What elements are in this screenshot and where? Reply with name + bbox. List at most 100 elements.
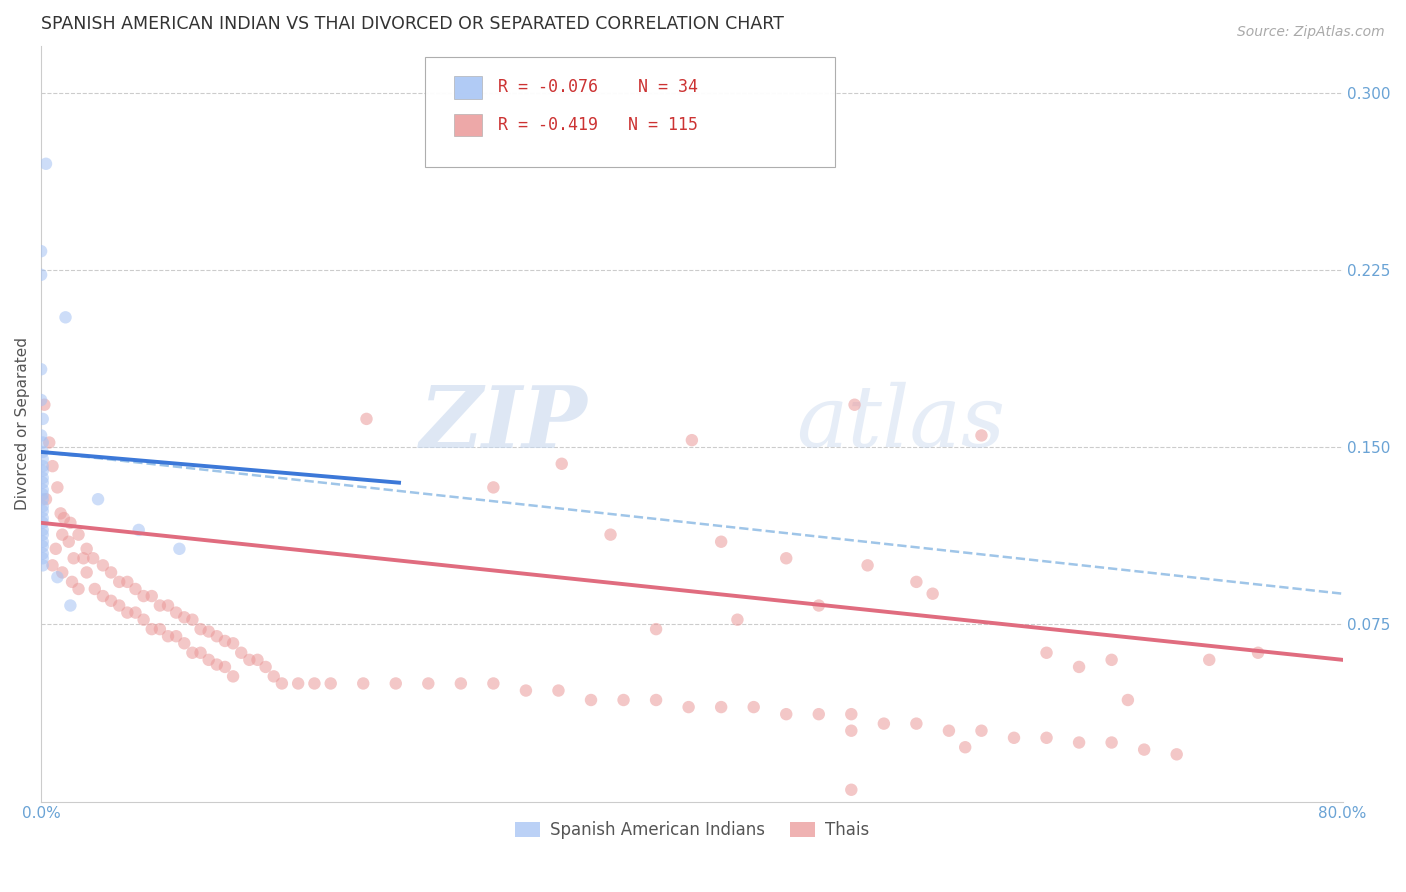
Point — [197, 653, 219, 667]
Point — [149, 599, 172, 613]
Point — [839, 782, 862, 797]
Point — [45, 541, 67, 556]
Point — [35, 157, 58, 171]
Point — [31, 483, 53, 497]
Point — [169, 541, 191, 556]
Point — [51, 527, 73, 541]
Point — [31, 500, 53, 514]
Point — [91, 558, 114, 573]
Point — [418, 676, 440, 690]
Text: SPANISH AMERICAN INDIAN VS THAI DIVORCED OR SEPARATED CORRELATION CHART: SPANISH AMERICAN INDIAN VS THAI DIVORCED… — [41, 15, 785, 33]
Point — [59, 516, 82, 530]
Text: atlas: atlas — [796, 383, 1005, 465]
Point — [41, 459, 63, 474]
Point — [1101, 653, 1123, 667]
Point — [83, 582, 105, 596]
Point — [681, 433, 703, 447]
Point — [1247, 646, 1270, 660]
Point — [31, 435, 53, 450]
Point — [856, 558, 879, 573]
Point — [31, 534, 53, 549]
Point — [304, 676, 326, 690]
Point — [72, 551, 94, 566]
Point — [46, 570, 69, 584]
Point — [197, 624, 219, 639]
Point — [156, 629, 179, 643]
Text: R = -0.419   N = 115: R = -0.419 N = 115 — [498, 116, 697, 134]
Point — [921, 587, 943, 601]
Point — [612, 693, 634, 707]
Point — [710, 534, 733, 549]
Point — [76, 541, 98, 556]
Text: Source: ZipAtlas.com: Source: ZipAtlas.com — [1237, 25, 1385, 39]
Point — [905, 716, 928, 731]
Point — [551, 457, 574, 471]
Point — [173, 636, 195, 650]
Point — [214, 634, 236, 648]
Point — [108, 599, 131, 613]
Point — [352, 676, 374, 690]
Point — [62, 551, 84, 566]
Point — [58, 534, 80, 549]
Point — [51, 566, 73, 580]
Point — [117, 606, 139, 620]
Point — [254, 660, 277, 674]
Point — [1035, 646, 1057, 660]
Bar — [454, 76, 482, 99]
Point — [38, 435, 60, 450]
Point — [31, 540, 53, 554]
Point — [31, 551, 53, 566]
Point — [100, 594, 122, 608]
Point — [67, 582, 90, 596]
Point — [1002, 731, 1025, 745]
Point — [181, 613, 204, 627]
Point — [844, 398, 866, 412]
Point — [31, 516, 53, 530]
Point — [222, 636, 245, 650]
Point — [30, 428, 52, 442]
Point — [1067, 735, 1090, 749]
Point — [970, 723, 993, 738]
Point — [839, 707, 862, 722]
Point — [214, 660, 236, 674]
Point — [1166, 747, 1188, 762]
Point — [124, 606, 146, 620]
Point — [1101, 735, 1123, 749]
Point — [450, 676, 472, 690]
Point — [31, 523, 53, 537]
Point — [31, 471, 53, 485]
Point — [1198, 653, 1220, 667]
Point — [52, 511, 75, 525]
Point — [31, 464, 53, 478]
Point — [30, 392, 52, 407]
Point — [60, 574, 83, 589]
Point — [34, 398, 56, 412]
Point — [30, 244, 52, 259]
Point — [31, 445, 53, 459]
Point — [82, 551, 104, 566]
Point — [231, 646, 253, 660]
Point — [970, 428, 993, 442]
Point — [873, 716, 896, 731]
Point — [59, 599, 82, 613]
Point — [31, 504, 53, 518]
FancyBboxPatch shape — [425, 57, 835, 167]
Text: R = -0.076    N = 34: R = -0.076 N = 34 — [498, 78, 697, 96]
Point — [31, 511, 53, 525]
Point — [547, 683, 569, 698]
Point — [31, 487, 53, 501]
Point — [263, 669, 285, 683]
Point — [807, 599, 830, 613]
Point — [1067, 660, 1090, 674]
Point — [190, 622, 212, 636]
Point — [905, 574, 928, 589]
Point — [117, 574, 139, 589]
Point — [31, 492, 53, 507]
Point — [30, 362, 52, 376]
Bar — [454, 113, 482, 136]
Point — [599, 527, 621, 541]
Point — [190, 646, 212, 660]
Point — [319, 676, 342, 690]
Point — [91, 589, 114, 603]
Point — [173, 610, 195, 624]
